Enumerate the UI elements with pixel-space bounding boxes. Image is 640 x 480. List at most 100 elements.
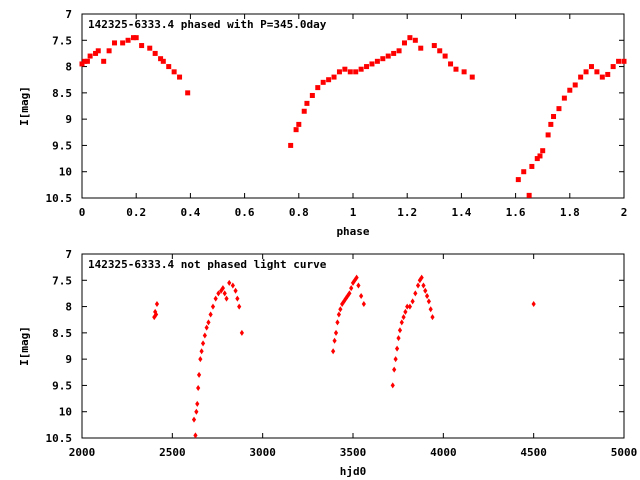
data-point: [469, 74, 475, 80]
data-point: [185, 90, 191, 96]
data-point: [130, 35, 136, 41]
data-point: [572, 82, 578, 88]
data-point: [213, 295, 218, 302]
data-point: [415, 282, 421, 289]
y-tick-label: 10: [59, 166, 72, 179]
data-point: [529, 163, 535, 169]
data-point: [112, 40, 118, 46]
data-point: [578, 74, 584, 80]
data-point: [315, 85, 321, 91]
data-point: [345, 293, 350, 300]
data-point: [237, 303, 242, 310]
data-point: [222, 290, 227, 297]
data-point: [139, 43, 145, 49]
data-point: [374, 58, 380, 64]
data-point: [198, 356, 203, 363]
y-axis-ticks: 7 7.5 8 8.5 9 9.5 10 10.5: [46, 8, 624, 205]
x-axis-ticks: 0 0.2 0.4 0.6 0.8 1 1.2 1.4 1.6 1.8 2: [79, 14, 628, 219]
data-point: [426, 298, 431, 305]
data-point: [95, 48, 101, 54]
data-point: [79, 61, 85, 67]
unphased-light-curve-panel: 142325-6333.4 not phased light curve hjd…: [18, 248, 637, 478]
x-tick-label: 1.6: [506, 206, 526, 219]
data-point: [534, 156, 540, 162]
y-tick-label: 8.5: [52, 87, 72, 100]
x-tick-label: 2000: [69, 446, 96, 459]
y-axis-label-mag: I[mag]: [18, 326, 31, 366]
data-point: [87, 53, 93, 59]
data-point: [288, 142, 294, 148]
data-point: [347, 69, 353, 75]
data-point: [239, 329, 244, 336]
data-point: [331, 348, 336, 355]
data-point: [333, 329, 339, 336]
plot-frame-phased: [81, 13, 625, 199]
x-axis-label-phase: phase: [336, 225, 369, 238]
data-point: [338, 306, 343, 313]
data-point: [204, 324, 209, 331]
data-point: [551, 114, 557, 120]
data-point: [359, 293, 364, 300]
data-point: [531, 300, 536, 307]
data-point: [304, 100, 310, 106]
y-tick-label: 10.5: [46, 432, 73, 445]
data-point: [194, 408, 199, 415]
x-tick-label: 5000: [611, 446, 638, 459]
data-point: [93, 50, 99, 56]
x-tick-label: 2500: [159, 446, 186, 459]
data-point: [545, 132, 551, 138]
data-point: [583, 69, 589, 75]
x-tick-label: 0: [79, 206, 86, 219]
data-point: [233, 287, 238, 294]
data-point: [235, 295, 240, 302]
data-point: [356, 282, 361, 289]
data-point: [407, 303, 413, 310]
data-point: [401, 314, 406, 321]
y-tick-label: 7: [65, 248, 72, 261]
data-point: [158, 56, 164, 62]
y-axis-label-mag: I[mag]: [18, 86, 31, 126]
data-point: [556, 106, 562, 112]
data-series: [152, 274, 536, 439]
data-point: [120, 40, 126, 46]
x-tick-label: 0.4: [180, 206, 200, 219]
data-point: [621, 58, 627, 64]
data-point: [202, 332, 207, 339]
data-point: [390, 382, 395, 389]
x-tick-label: 1.2: [397, 206, 417, 219]
data-point: [537, 153, 543, 159]
data-point: [349, 285, 354, 292]
data-point: [320, 79, 326, 85]
data-point: [196, 385, 201, 392]
data-point: [326, 77, 332, 83]
data-point: [424, 293, 430, 300]
data-point: [391, 50, 397, 56]
data-point: [410, 298, 415, 305]
data-point: [332, 337, 337, 344]
x-tick-label: 2: [621, 206, 628, 219]
data-point: [561, 95, 567, 101]
data-point: [393, 356, 398, 363]
data-point: [605, 71, 611, 77]
data-point: [431, 43, 437, 49]
x-tick-label: 0.8: [289, 206, 309, 219]
y-tick-label: 9: [65, 113, 72, 126]
data-point: [352, 277, 357, 284]
data-point: [361, 300, 366, 307]
chart-title-phased: 142325-6333.4 phased with P=345.0day: [88, 18, 327, 31]
data-point: [588, 64, 594, 70]
y-axis-ticks: 7 7.5 8 8.5 9 9.5 10 10.5: [46, 248, 624, 445]
data-point: [428, 306, 433, 313]
data-point: [540, 148, 546, 154]
data-point: [82, 58, 88, 64]
y-tick-label: 7: [65, 8, 72, 21]
x-tick-label: 3000: [249, 446, 276, 459]
y-tick-label: 9.5: [52, 139, 72, 152]
data-point: [84, 58, 90, 64]
chart-title-unphased: 142325-6333.4 not phased light curve: [88, 258, 327, 271]
y-tick-label: 8: [65, 301, 72, 314]
data-series: [79, 35, 627, 198]
data-point: [437, 48, 443, 54]
data-point: [301, 108, 307, 114]
x-tick-label: 1.4: [451, 206, 471, 219]
